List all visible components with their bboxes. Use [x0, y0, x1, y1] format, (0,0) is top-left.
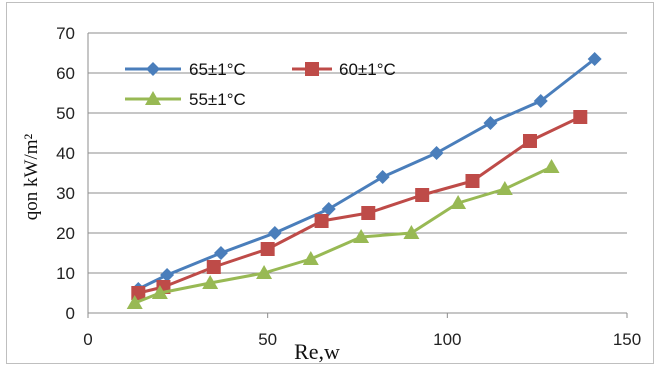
series-layer: [126, 52, 602, 309]
y-tick-label: 50: [56, 104, 75, 123]
series-line: [137, 57, 596, 291]
square-marker: [465, 174, 480, 188]
x-tick-label: 50: [258, 330, 277, 349]
grid-layer: [88, 32, 627, 314]
diamond-marker: [146, 62, 160, 76]
triangle-marker: [126, 295, 143, 309]
square-marker: [415, 188, 430, 202]
x-tick-label: 100: [433, 330, 461, 349]
diamond-marker: [375, 170, 390, 184]
triangle-marker: [202, 275, 219, 289]
legend-label: 60±1°C: [339, 60, 396, 79]
triangle-marker: [145, 91, 161, 105]
square-marker: [305, 62, 319, 76]
legend-label: 55±1°C: [189, 90, 246, 109]
diamond-marker: [429, 146, 444, 160]
x-tick-label: 150: [613, 330, 641, 349]
legend-item: 60±1°C: [292, 60, 396, 79]
series-1: [131, 52, 602, 296]
square-marker: [361, 206, 376, 220]
y-tick-label: 0: [66, 304, 75, 323]
square-marker: [206, 260, 221, 274]
triangle-marker: [496, 181, 513, 195]
square-marker: [522, 134, 537, 148]
triangle-marker: [151, 285, 168, 299]
chart-frame: 0 10 20 30 40 50 60 70 0 50 100 150 65±1°C 60±1°C 55±…: [6, 2, 654, 364]
legend: 65±1°C 60±1°C 55±1°C: [125, 60, 396, 109]
series-line: [137, 115, 581, 295]
y-axis-title: qon kW/m²: [21, 133, 42, 220]
y-tick-label: 40: [56, 144, 75, 163]
triangle-marker: [256, 265, 273, 279]
triangle-marker: [302, 251, 319, 265]
triangle-marker: [353, 229, 370, 243]
legend-item: 65±1°C: [125, 60, 246, 79]
diamond-marker: [267, 226, 282, 240]
y-tick-label: 20: [56, 224, 75, 243]
triangle-marker: [543, 159, 560, 173]
legend-item: 55±1°C: [125, 90, 246, 109]
x-tick-label: 0: [83, 330, 92, 349]
square-marker: [314, 214, 329, 228]
diamond-marker: [483, 116, 498, 130]
y-tick-label: 30: [56, 184, 75, 203]
triangle-marker: [450, 195, 467, 209]
series-3: [126, 159, 560, 309]
triangle-marker: [403, 225, 420, 239]
diamond-marker: [213, 246, 228, 260]
chart-svg: 0 10 20 30 40 50 60 70 0 50 100 150 65±1°C 60±1°C 55±…: [21, 24, 641, 364]
square-marker: [260, 242, 275, 256]
axis-layer: 0 10 20 30 40 50 60 70 0 50 100 150: [56, 24, 641, 349]
diamond-marker: [533, 94, 548, 108]
diamond-marker: [587, 52, 602, 66]
y-tick-label: 70: [56, 24, 75, 43]
y-tick-label: 10: [56, 264, 75, 283]
square-marker: [573, 110, 588, 124]
diamond-marker: [160, 268, 175, 282]
y-tick-label: 60: [56, 64, 75, 83]
series-line: [134, 165, 553, 305]
legend-label: 65±1°C: [189, 60, 246, 79]
x-axis-title: Re,w: [294, 339, 340, 364]
diamond-marker: [321, 202, 336, 216]
series-2: [131, 110, 588, 300]
